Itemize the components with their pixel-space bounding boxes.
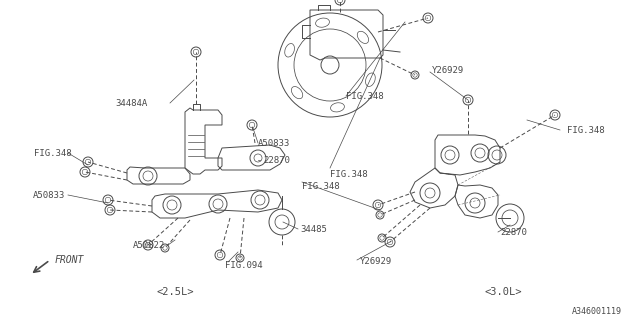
Text: A50833: A50833 (33, 190, 65, 199)
Text: <3.0L>: <3.0L> (484, 287, 522, 297)
Text: FIG.348: FIG.348 (302, 181, 340, 190)
Text: FRONT: FRONT (55, 255, 84, 265)
Text: Y26929: Y26929 (432, 66, 464, 75)
Text: <2.5L>: <2.5L> (156, 287, 194, 297)
Text: FIG.348: FIG.348 (346, 92, 383, 100)
Text: FIG.348: FIG.348 (330, 170, 367, 179)
Text: Y26929: Y26929 (360, 258, 392, 267)
Text: A50833: A50833 (258, 139, 291, 148)
Text: 22870: 22870 (263, 156, 290, 164)
Text: A346001119: A346001119 (572, 307, 622, 316)
Text: FIG.348: FIG.348 (567, 125, 605, 134)
Text: FIG.094: FIG.094 (225, 260, 262, 269)
Text: 34484A: 34484A (116, 99, 148, 108)
Text: A50822: A50822 (132, 241, 165, 250)
Text: 22870: 22870 (500, 228, 527, 236)
Text: 34485: 34485 (300, 225, 327, 234)
Text: FIG.348: FIG.348 (34, 148, 72, 157)
